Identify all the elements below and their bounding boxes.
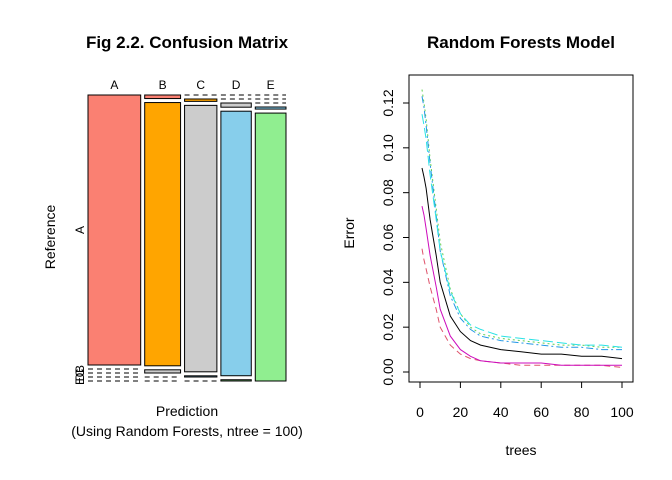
mosaic-column-label: C bbox=[196, 78, 205, 92]
mosaic-row-label: A bbox=[73, 226, 87, 234]
rf-series-line bbox=[421, 167, 623, 360]
rf-y-tick-label: 0.00 bbox=[380, 358, 396, 385]
rf-y-tick-label: 0.10 bbox=[380, 134, 396, 161]
rf-x-tick-label: 0 bbox=[416, 404, 424, 420]
rf-y-tick-label: 0.06 bbox=[380, 224, 396, 251]
mosaic-column-label: A bbox=[110, 78, 118, 92]
mosaic-cell bbox=[144, 94, 182, 100]
mosaic-column-label: E bbox=[267, 78, 275, 92]
rf-series-line bbox=[421, 96, 622, 351]
mosaic-row-label: D bbox=[73, 372, 87, 381]
mosaic-x-axis-sublabel: (Using Random Forests, ntree = 100) bbox=[71, 423, 303, 439]
rf-series-line bbox=[421, 248, 623, 368]
rf-x-tick-label: 40 bbox=[493, 404, 509, 420]
rf-x-tick-label: 80 bbox=[574, 404, 590, 420]
rf-series-line bbox=[421, 114, 623, 348]
mosaic-cell bbox=[220, 379, 252, 382]
rf-series-line bbox=[421, 205, 622, 366]
rf-y-tick-label: 0.04 bbox=[380, 268, 396, 295]
rf-x-tick-label: 100 bbox=[610, 404, 634, 420]
random-forests-chart: Random Forests Model trees Error 0 20 40 60… bbox=[341, 33, 634, 458]
rf-y-tick-label: 0.02 bbox=[380, 313, 396, 340]
confusion-matrix-chart: Fig 2.2. Confusion Matrix Prediction (Us… bbox=[42, 33, 303, 439]
rf-y-axis-label: Error bbox=[341, 217, 357, 248]
mosaic-cell bbox=[87, 94, 142, 366]
mosaic-cell bbox=[220, 110, 252, 377]
mosaic-row-label: C bbox=[73, 368, 87, 377]
mosaic-row-label: B bbox=[73, 365, 87, 373]
rf-plot-box bbox=[408, 74, 634, 383]
mosaic-cell bbox=[184, 104, 218, 373]
mosaic-y-axis-label: Reference bbox=[42, 204, 58, 269]
rf-x-axis-label: trees bbox=[505, 442, 536, 458]
rf-x-tick-label: 20 bbox=[453, 404, 469, 420]
mosaic-column-label: B bbox=[159, 78, 167, 92]
rf-x-tick-label: 60 bbox=[533, 404, 549, 420]
mosaic-cell bbox=[144, 369, 182, 374]
mosaic-x-axis-label: Prediction bbox=[156, 403, 218, 419]
mosaic-cell bbox=[254, 106, 287, 110]
rf-axes: 0 20 40 60 80 100 0.00 0.02 0.04 0.06 0.08 0.10 0.12 bbox=[380, 89, 634, 420]
mosaic-cell bbox=[254, 112, 287, 382]
confusion-matrix-title: Fig 2.2. Confusion Matrix bbox=[86, 33, 289, 52]
mosaic-cell bbox=[220, 102, 252, 108]
rf-y-tick-label: 0.08 bbox=[380, 179, 396, 206]
mosaic-column-label: D bbox=[232, 78, 241, 92]
mosaic-row-label: E bbox=[73, 377, 87, 385]
rf-y-tick-label: 0.12 bbox=[380, 89, 396, 116]
rf-chart-title: Random Forests Model bbox=[427, 33, 615, 52]
mosaic-cell bbox=[184, 375, 218, 378]
mosaic-cell bbox=[184, 98, 218, 102]
rf-series-group bbox=[421, 89, 623, 368]
rf-series-line bbox=[421, 89, 622, 348]
mosaic-cell bbox=[144, 102, 182, 367]
